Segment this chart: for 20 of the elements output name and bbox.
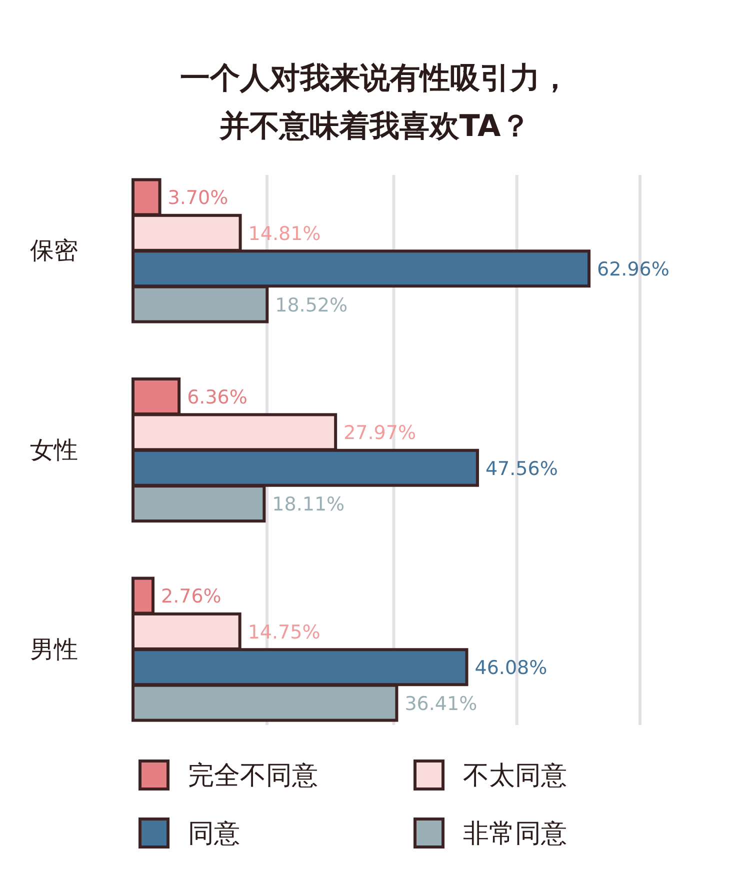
data-label: 6.36% — [187, 386, 248, 408]
y-tick-label: 保密 — [30, 236, 78, 265]
y-tick-label: 男性 — [30, 635, 78, 664]
legend-label: 同意 — [188, 819, 240, 849]
chart-title: 一个人对我来说有性吸引力，并不意味着我喜欢TA？ — [180, 61, 570, 144]
y-tick-label: 女性 — [30, 436, 78, 464]
data-label: 46.08% — [474, 657, 548, 680]
data-label: 36.41% — [404, 692, 478, 715]
data-label: 14.75% — [248, 621, 320, 644]
legend-label: 完全不同意 — [188, 761, 318, 791]
legend-label: 非常同意 — [463, 819, 567, 849]
legend-label: 不太同意 — [463, 761, 567, 791]
data-label: 62.96% — [597, 258, 670, 281]
data-label: 2.76% — [160, 586, 222, 608]
data-label: 47.56% — [485, 458, 558, 480]
data-label: 27.97% — [344, 422, 416, 444]
data-label: 18.52% — [275, 294, 348, 316]
data-label: 18.11% — [272, 494, 345, 516]
data-label: 3.70% — [168, 187, 228, 210]
data-label: 14.81% — [248, 222, 321, 245]
